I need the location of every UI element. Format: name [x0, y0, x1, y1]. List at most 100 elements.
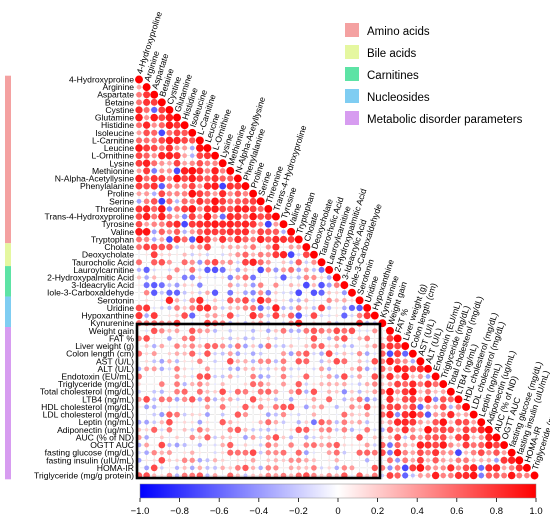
heatmap-cell	[311, 458, 316, 463]
heatmap-cell	[158, 114, 166, 121]
heatmap-cell	[214, 284, 216, 287]
heatmap-cell	[166, 274, 173, 281]
heatmap-cell	[174, 191, 180, 197]
heatmap-cell	[371, 449, 378, 456]
heatmap-cell	[173, 289, 181, 296]
heatmap-cell	[190, 450, 195, 455]
heatmap-cell	[237, 330, 239, 332]
heatmap-cell	[197, 457, 203, 463]
heatmap-cell	[173, 220, 181, 228]
heatmap-cell	[448, 420, 453, 425]
heatmap-cell	[167, 336, 172, 341]
heatmap-cell	[274, 367, 278, 371]
heatmap-cell	[166, 450, 172, 456]
heatmap-cell	[158, 106, 166, 114]
heatmap-cell	[349, 366, 354, 371]
heatmap-cell	[371, 373, 379, 380]
heatmap-cell	[250, 457, 256, 463]
heatmap-cell	[150, 464, 158, 472]
heatmap-cell	[304, 457, 309, 463]
heatmap-cell	[289, 367, 293, 371]
heatmap-cell	[151, 449, 157, 456]
heatmap-cell	[198, 290, 202, 295]
row-label: Threonine	[95, 204, 134, 214]
heatmap-cell	[196, 197, 204, 205]
heatmap-cell	[357, 419, 362, 425]
heatmap-cell	[236, 374, 240, 379]
heatmap-cell	[250, 290, 256, 296]
heatmap-cell	[282, 390, 285, 393]
heatmap-cell	[143, 167, 151, 175]
heatmap-cell	[138, 345, 140, 347]
heatmap-cell	[326, 442, 332, 448]
heatmap-cell	[280, 449, 287, 456]
heatmap-cell	[214, 253, 216, 256]
heatmap-cell	[303, 267, 309, 273]
heatmap-cell	[241, 220, 250, 228]
heatmap-cell	[160, 299, 164, 302]
heatmap-cell	[266, 367, 271, 371]
heatmap-cell	[401, 372, 409, 381]
heatmap-cell	[190, 412, 194, 417]
heatmap-cell	[455, 449, 462, 457]
heatmap-cell	[417, 373, 423, 380]
heatmap-cell	[243, 366, 248, 371]
heatmap-cell	[182, 160, 188, 166]
highlight-box	[135, 322, 382, 480]
heatmap-cell	[174, 145, 180, 151]
heatmap-cell	[243, 382, 248, 386]
heatmap-cell	[416, 365, 425, 373]
heatmap-cell	[258, 290, 264, 296]
heatmap-cell	[319, 435, 324, 440]
heatmap-cell	[166, 289, 173, 296]
heatmap-cell	[408, 349, 417, 358]
heatmap-cell	[507, 448, 516, 457]
heatmap-cell	[167, 160, 172, 166]
heatmap-cell	[181, 198, 188, 205]
heatmap-cell	[158, 243, 166, 251]
heatmap-cell	[214, 428, 217, 431]
heatmap-cell	[188, 167, 197, 175]
heatmap-cell	[394, 465, 401, 471]
heatmap-cell	[250, 274, 257, 281]
heatmap-cell	[158, 212, 166, 221]
heatmap-cell	[204, 342, 211, 350]
heatmap-cell	[198, 405, 201, 409]
heatmap-cell	[327, 459, 331, 462]
heatmap-cell	[243, 290, 248, 296]
colorbar-ticks: −1.0 −0.8 −0.6 −0.4 −0.2 0 0.2 0.4 0.6 0.8 1.0	[131, 498, 543, 517]
heatmap-cell	[159, 450, 165, 455]
colorbar-tick-label: 0.8	[490, 506, 503, 517]
heatmap-cell	[280, 327, 287, 334]
heatmap-cell	[168, 405, 171, 409]
heatmap-cell	[251, 473, 255, 478]
heatmap-cell	[243, 458, 247, 462]
heatmap-cell	[410, 450, 416, 456]
colorbar-tick-label: −1.0	[131, 506, 150, 517]
heatmap-cell	[417, 381, 424, 387]
heatmap-cell	[290, 451, 293, 454]
heatmap-cell	[425, 473, 431, 478]
heatmap-cell	[478, 441, 485, 449]
heatmap-cell	[319, 466, 324, 470]
heatmap-cell	[257, 388, 264, 395]
group-bar	[5, 266, 11, 297]
heatmap-cell	[160, 473, 164, 478]
colorbar-tick-label: −0.6	[210, 506, 229, 517]
heatmap-cell	[142, 83, 151, 92]
row-label: Trans-4-Hydroxyproline	[45, 212, 135, 222]
heatmap-cell	[226, 228, 234, 236]
heatmap-cell	[221, 298, 225, 302]
heatmap-cell	[136, 168, 142, 174]
heatmap-cell	[143, 137, 150, 144]
heatmap-cell	[288, 389, 294, 395]
heatmap-cell	[259, 337, 262, 340]
heatmap-cell	[250, 465, 256, 471]
heatmap-cell	[189, 343, 196, 349]
heatmap-cell	[213, 374, 217, 379]
heatmap-cell	[469, 471, 478, 480]
heatmap-cell	[381, 330, 384, 332]
heatmap-cell	[235, 244, 241, 250]
heatmap-cell	[508, 465, 515, 471]
heatmap-cell	[463, 450, 469, 455]
